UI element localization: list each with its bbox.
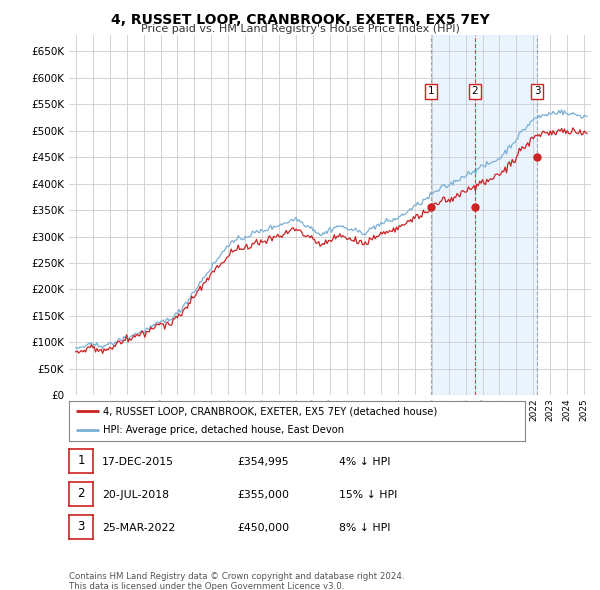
- Point: [532, 152, 542, 162]
- Point: [426, 203, 436, 212]
- Text: £450,000: £450,000: [237, 523, 289, 533]
- Text: 3: 3: [77, 520, 85, 533]
- Text: 1: 1: [77, 454, 85, 467]
- Text: 17-DEC-2015: 17-DEC-2015: [102, 457, 174, 467]
- Point: [470, 203, 480, 212]
- Text: Price paid vs. HM Land Registry's House Price Index (HPI): Price paid vs. HM Land Registry's House …: [140, 24, 460, 34]
- Text: 25-MAR-2022: 25-MAR-2022: [102, 523, 175, 533]
- Text: 20-JUL-2018: 20-JUL-2018: [102, 490, 169, 500]
- Text: Contains HM Land Registry data © Crown copyright and database right 2024.
This d: Contains HM Land Registry data © Crown c…: [69, 572, 404, 590]
- Text: 1: 1: [428, 86, 434, 96]
- Text: £354,995: £354,995: [237, 457, 289, 467]
- Text: 2: 2: [472, 86, 478, 96]
- Text: 4% ↓ HPI: 4% ↓ HPI: [339, 457, 391, 467]
- Text: £355,000: £355,000: [237, 490, 289, 500]
- Bar: [431, 35, 537, 395]
- Text: HPI: Average price, detached house, East Devon: HPI: Average price, detached house, East…: [103, 425, 344, 435]
- Text: 4, RUSSET LOOP, CRANBROOK, EXETER, EX5 7EY: 4, RUSSET LOOP, CRANBROOK, EXETER, EX5 7…: [110, 13, 490, 27]
- Text: 8% ↓ HPI: 8% ↓ HPI: [339, 523, 391, 533]
- Text: 3: 3: [534, 86, 541, 96]
- Text: 4, RUSSET LOOP, CRANBROOK, EXETER, EX5 7EY (detached house): 4, RUSSET LOOP, CRANBROOK, EXETER, EX5 7…: [103, 407, 437, 417]
- Text: 2: 2: [77, 487, 85, 500]
- Text: 15% ↓ HPI: 15% ↓ HPI: [339, 490, 397, 500]
